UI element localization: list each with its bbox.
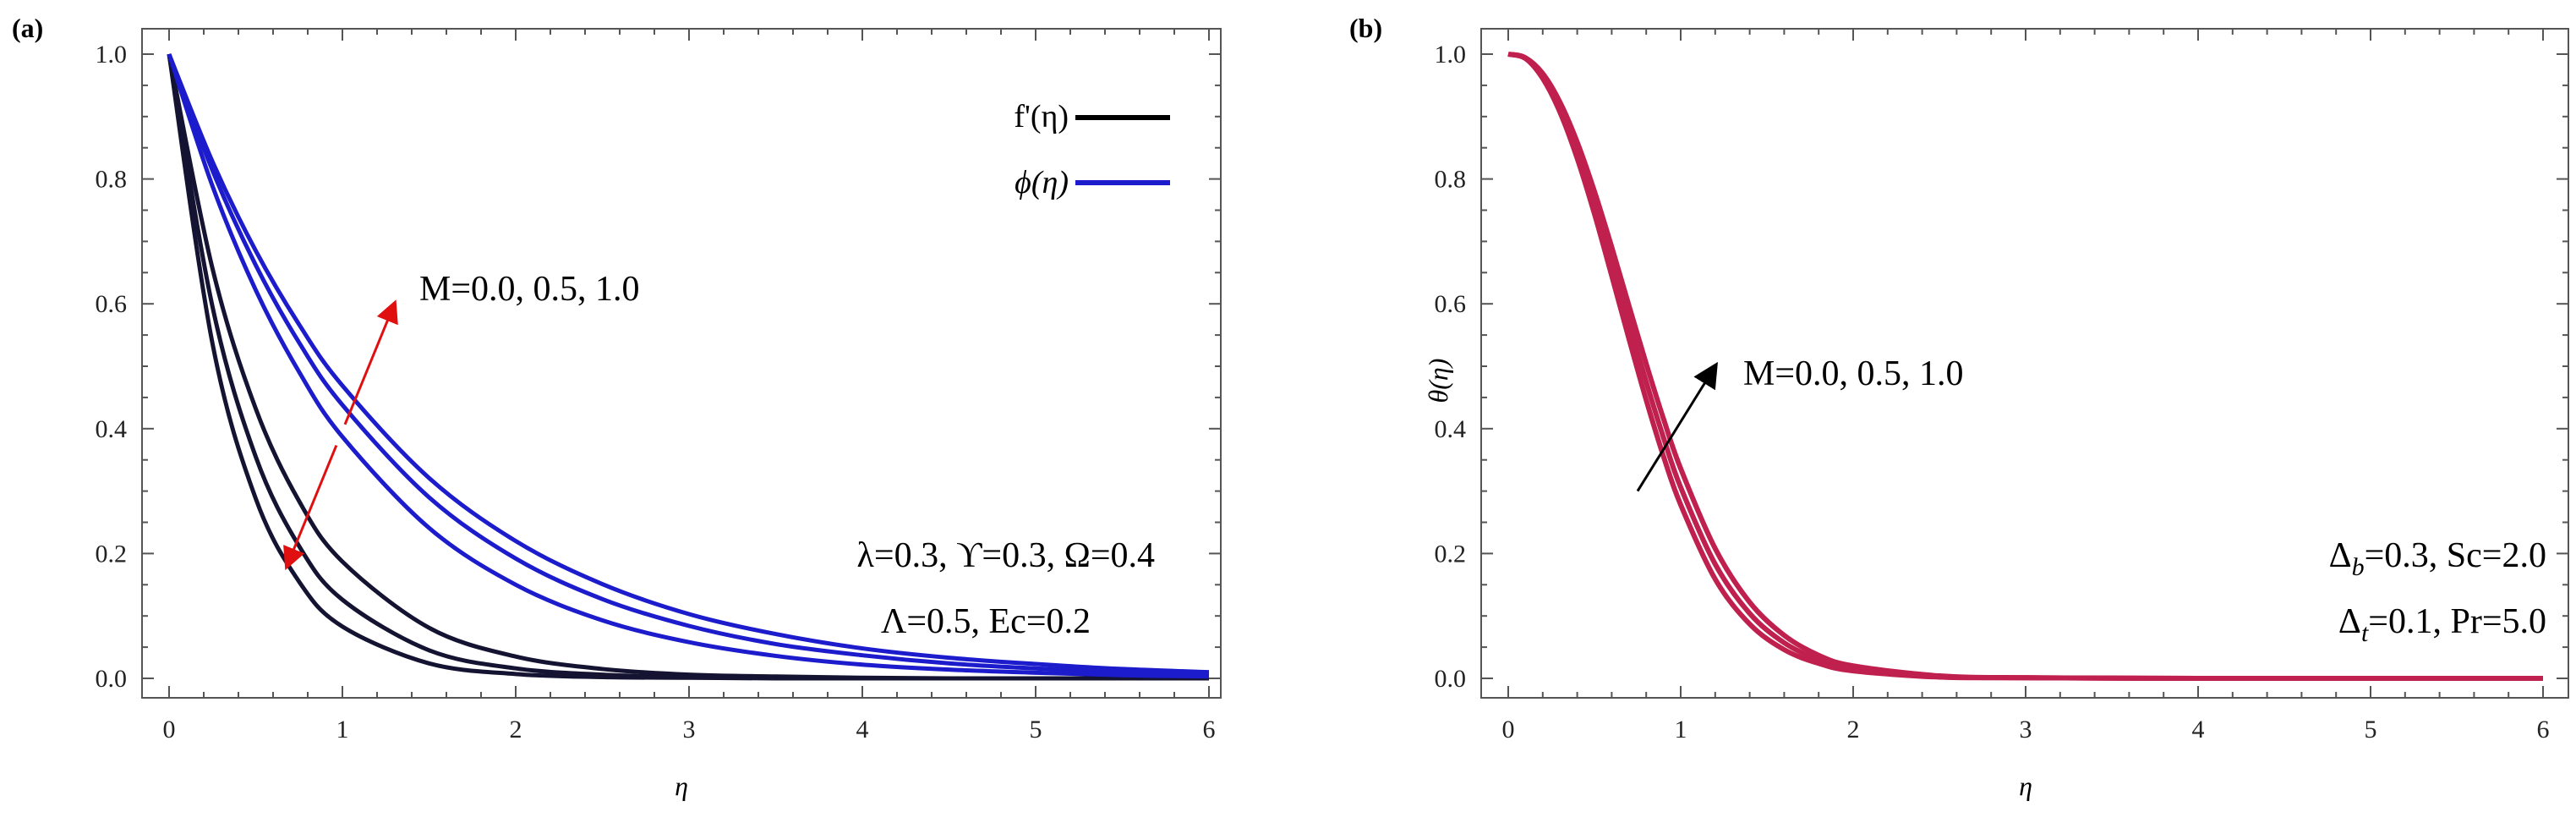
arrow-a-upper: [343, 299, 398, 425]
x-tick-label: 1: [1675, 716, 1687, 743]
x-tick-label: 4: [2192, 716, 2205, 743]
panel-a-xlabel: η: [675, 771, 688, 801]
panel-b-params-line1: Δb=0.3, Sc=2.0: [2329, 536, 2546, 581]
panel-a: (a) 0 1 2 3 4 5 6 0.0 0.2 0.4 0.6 0.8 1.0 η f'(η) ϕ(…: [12, 13, 1222, 801]
y-tick-label: 0.2: [96, 540, 128, 568]
y-tick-label: 0.0: [96, 665, 128, 693]
series-line: [1507, 52, 2543, 682]
x-tick-label: 5: [1030, 716, 1042, 743]
series-line: [1507, 52, 2543, 682]
x-tick-label: 0: [1502, 716, 1515, 743]
panel-b-label: (b): [1349, 13, 1382, 43]
x-tick-label: 2: [1847, 716, 1860, 743]
series-line: [167, 53, 1209, 681]
panel-b-xlabel: η: [2019, 771, 2032, 801]
x-tick-label: 0: [163, 716, 176, 743]
arrow-b: [1636, 361, 1718, 492]
x-tick-label: 5: [2365, 716, 2377, 743]
panel-a-arrow: [283, 299, 398, 571]
y-tick-label: 1.0: [96, 41, 128, 69]
x-tick-label: 2: [510, 716, 522, 743]
series-line: [1507, 52, 2543, 682]
y-tick-label: 0.6: [96, 290, 128, 318]
y-tick-label: 0.4: [1435, 415, 1467, 443]
y-tick-label: 0.6: [1435, 290, 1467, 318]
y-tick-label: 0.8: [1435, 166, 1467, 194]
series-line: [167, 53, 1210, 675]
x-tick-label: 6: [1203, 716, 1216, 743]
panel-b-ylabel: θ(η): [1423, 359, 1453, 403]
panel-a-axes: 0 1 2 3 4 5 6 0.0 0.2 0.4 0.6 0.8 1.0: [96, 29, 1221, 743]
panel-b-params-line2: Δt=0.1, Pr=5.0: [2338, 602, 2546, 647]
legend-label-fprime: f'(η): [1014, 99, 1069, 134]
panel-a-params-line1: λ=0.3, ϒ=0.3, Ω=0.4: [857, 536, 1155, 575]
panel-b-curves: [1507, 52, 2543, 682]
x-tick-label: 3: [683, 716, 696, 743]
panel-a-frame: [141, 28, 1222, 699]
x-tick-label: 4: [856, 716, 869, 743]
legend-label-phi: ϕ(η): [1015, 165, 1069, 200]
y-tick-label: 0.8: [96, 166, 128, 194]
y-tick-label: 0.0: [1435, 665, 1467, 693]
series-line: [167, 53, 1210, 677]
panel-b-annotation: M=0.0, 0.5, 1.0: [1743, 354, 1964, 393]
panel-b: (b) 0 1 2 3 4 5 6 0.0 0.2 0.4 0.6 0.8 1.0 η θ(η) M=0…: [1349, 13, 2569, 801]
panel-a-annotation: M=0.0, 0.5, 1.0: [419, 270, 640, 309]
y-tick-label: 0.4: [96, 415, 128, 443]
series-line: [167, 53, 1210, 679]
panel-b-axes: 0 1 2 3 4 5 6 0.0 0.2 0.4 0.6 0.8 1.0: [1435, 29, 2568, 743]
x-tick-label: 1: [336, 716, 349, 743]
panel-a-legend: f'(η) ϕ(η): [1014, 99, 1170, 200]
arrow-a-lower: [283, 445, 338, 571]
x-tick-label: 3: [2020, 716, 2032, 743]
panel-a-curves: [167, 53, 1210, 681]
x-tick-label: 6: [2537, 716, 2550, 743]
panel-a-params-line2: Λ=0.5, Ec=0.2: [881, 602, 1091, 641]
panel-a-label: (a): [12, 13, 43, 43]
y-tick-label: 1.0: [1435, 41, 1467, 69]
y-tick-label: 0.2: [1435, 540, 1467, 568]
